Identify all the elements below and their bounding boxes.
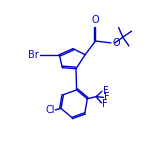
Text: F: F [103,86,108,95]
Text: Cl: Cl [45,105,55,115]
Text: O: O [112,38,120,48]
Text: F: F [104,92,110,102]
Text: Br: Br [28,50,39,60]
Text: O: O [92,15,99,25]
Text: F: F [102,99,108,109]
